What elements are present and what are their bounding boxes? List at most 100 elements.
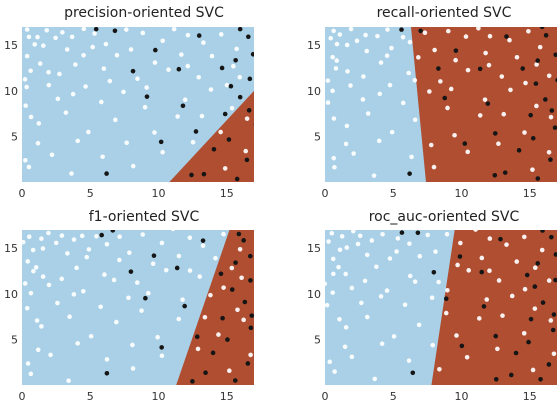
x-tick-label: 10 [454, 390, 468, 403]
data-point-positive [104, 171, 109, 176]
data-point-negative [479, 255, 485, 261]
data-point-negative [348, 27, 354, 32]
data-point-negative [36, 121, 42, 126]
data-point-negative [26, 164, 32, 170]
data-point-positive [246, 108, 252, 113]
data-point-positive [237, 94, 243, 100]
data-point-negative [30, 247, 36, 253]
data-point-negative [176, 253, 182, 259]
data-point-negative [152, 60, 158, 65]
data-point-negative [104, 241, 110, 247]
data-point-negative [344, 245, 350, 250]
data-point-negative [500, 313, 505, 318]
data-point-negative [69, 171, 74, 176]
data-point-negative [380, 231, 385, 237]
data-point-negative [412, 117, 418, 123]
data-point-negative [334, 41, 340, 47]
data-point-negative [412, 279, 418, 284]
data-point-negative [514, 259, 520, 264]
data-point-negative [124, 140, 130, 146]
y-tick-label: 5 [11, 333, 18, 346]
data-point-negative [378, 60, 384, 65]
data-point-positive [174, 265, 180, 271]
data-point-negative [431, 164, 437, 170]
data-point-positive [250, 51, 254, 57]
data-point-negative [400, 100, 406, 106]
data-point-negative [218, 129, 223, 135]
data-point-negative [378, 294, 384, 299]
data-point-negative [121, 89, 126, 95]
data-point-negative [187, 268, 193, 273]
data-point-negative [130, 163, 136, 169]
data-point-positive [190, 379, 195, 384]
data-point-negative [111, 277, 117, 283]
data-point-negative [330, 88, 335, 94]
data-point-negative [46, 69, 51, 75]
data-point-negative [92, 31, 97, 36]
data-point-positive [219, 65, 225, 71]
data-point-negative [331, 155, 337, 161]
data-point-negative [476, 316, 482, 321]
data-point-negative [407, 39, 413, 45]
data-point-negative [86, 247, 92, 252]
data-point-negative [507, 37, 512, 43]
data-point-negative [229, 105, 235, 111]
data-point-positive [180, 103, 186, 109]
data-point-negative [402, 302, 408, 308]
data-point-negative [325, 78, 331, 83]
data-point-negative [135, 76, 140, 82]
data-point-negative [364, 48, 370, 54]
data-point-negative [463, 34, 469, 39]
data-point-positive [543, 33, 549, 38]
data-point-negative [94, 233, 99, 239]
data-point-negative [416, 322, 422, 328]
data-point-positive [479, 269, 485, 275]
data-point-positive [415, 230, 421, 236]
data-point-positive [130, 68, 136, 74]
data-point-negative [458, 240, 463, 246]
data-point-positive [492, 131, 498, 136]
data-point-negative [359, 300, 364, 306]
data-point-positive [153, 47, 158, 53]
data-point-negative [363, 32, 368, 38]
data-point-negative [185, 63, 191, 69]
data-point-negative [46, 282, 52, 288]
data-point-negative [100, 154, 105, 160]
data-point-positive [104, 370, 110, 376]
data-point-negative [104, 357, 110, 362]
data-point-negative [155, 334, 160, 340]
data-point-negative [337, 316, 342, 322]
data-point-negative [530, 367, 536, 373]
data-point-positive [528, 112, 533, 118]
data-point-negative [361, 74, 366, 79]
data-point-negative [202, 314, 208, 320]
data-point-negative [534, 62, 539, 67]
data-point-negative [548, 318, 554, 323]
x-tick-label: 15 [523, 390, 537, 403]
data-point-negative [231, 63, 236, 69]
data-point-negative [185, 32, 191, 38]
data-point-negative [53, 35, 58, 41]
data-point-negative [44, 27, 50, 33]
data-point-negative [344, 123, 350, 129]
data-point-negative [343, 141, 349, 147]
panel-title: roc_auc-oriented SVC [369, 209, 520, 225]
data-point-negative [199, 113, 205, 119]
data-point-negative [354, 38, 360, 44]
x-tick-label: 0 [19, 187, 26, 200]
data-point-negative [387, 82, 393, 88]
data-point-negative [25, 361, 31, 366]
data-point-negative [416, 55, 421, 60]
data-point-negative [325, 100, 331, 105]
data-point-positive [524, 272, 530, 278]
data-point-negative [487, 33, 493, 39]
data-point-positive [485, 101, 491, 106]
y-tick-label: 15 [307, 242, 321, 255]
data-point-negative [334, 58, 340, 63]
data-point-negative [227, 368, 232, 374]
data-point-negative [159, 353, 165, 359]
data-point-negative [130, 366, 136, 371]
data-point-negative [509, 293, 515, 299]
data-point-negative [22, 239, 26, 245]
data-point-negative [142, 104, 148, 110]
